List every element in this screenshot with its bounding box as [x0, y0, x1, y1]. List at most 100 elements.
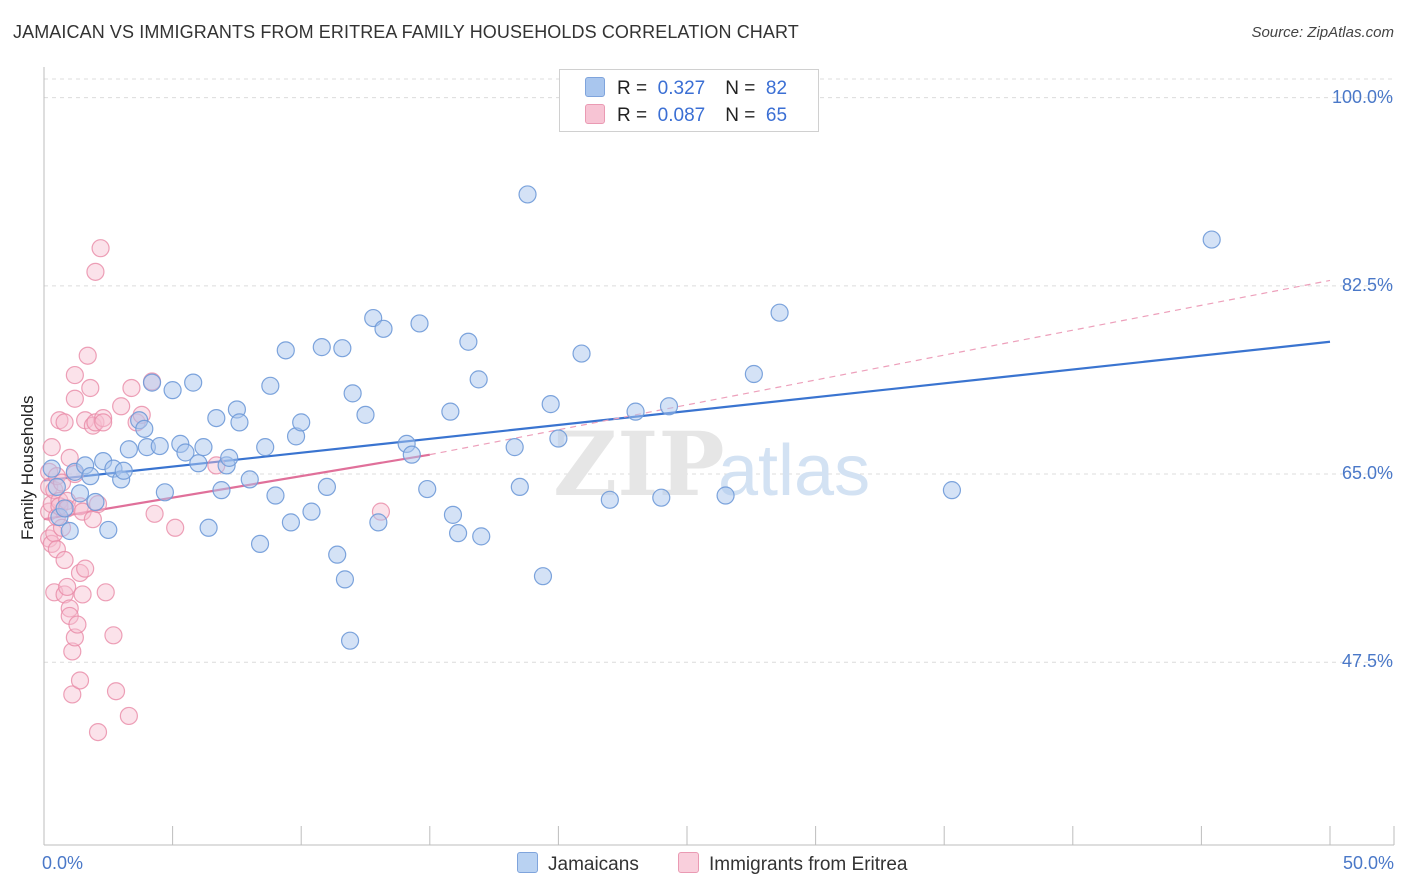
point-eritrea: [91, 239, 110, 258]
point-jamaicans: [505, 438, 524, 457]
source-label: Source: ZipAtlas.com: [1251, 24, 1394, 41]
legend-swatch-blue: [585, 77, 605, 97]
trend-line-eritrea-extension: [429, 279, 1331, 456]
point-eritrea: [63, 642, 82, 661]
point-eritrea: [104, 626, 123, 645]
point-jamaicans: [312, 338, 331, 357]
point-eritrea: [88, 722, 108, 742]
point-jamaicans: [266, 486, 285, 505]
point-jamaicans: [1202, 230, 1221, 249]
points-jamaicans: [42, 185, 1221, 650]
point-jamaicans: [335, 570, 355, 589]
point-jamaicans: [212, 481, 231, 500]
point-jamaicans: [81, 467, 100, 486]
point-jamaicans: [261, 376, 280, 395]
point-jamaicans: [119, 440, 138, 459]
point-jamaicans: [60, 521, 79, 541]
point-jamaicans: [600, 490, 619, 509]
point-jamaicans: [176, 443, 195, 462]
point-jamaicans: [240, 470, 259, 489]
point-jamaicans: [533, 567, 553, 586]
point-jamaicans: [155, 483, 174, 502]
bottom-swatch-blue: [517, 852, 538, 873]
point-jamaicans: [469, 370, 488, 389]
y-tick-label: 100.0%: [1331, 86, 1393, 107]
point-eritrea: [106, 682, 126, 701]
point-eritrea: [65, 389, 84, 408]
point-jamaicans: [163, 381, 182, 400]
point-jamaicans: [418, 479, 437, 499]
point-eritrea: [65, 365, 84, 385]
point-jamaicans: [302, 502, 321, 521]
point-jamaicans: [369, 513, 388, 532]
point-eritrea: [78, 346, 97, 365]
bottom-legend-eritrea: Immigrants from Eritrea: [678, 852, 907, 876]
point-jamaicans: [659, 397, 679, 416]
legend-row-jamaicans: R = 0.327 N = 82: [585, 77, 787, 100]
point-eritrea: [94, 408, 113, 428]
y-tick-label: 47.5%: [1341, 651, 1393, 672]
point-jamaicans: [942, 481, 962, 500]
legend-row-eritrea: R = 0.087 N = 65: [585, 104, 787, 127]
legend-r-label: R =: [617, 105, 648, 126]
point-jamaicans: [443, 505, 463, 524]
y-tick-label: 82.5%: [1341, 274, 1393, 295]
y-axis-label: Family Households: [18, 395, 37, 540]
point-jamaicans: [716, 486, 735, 505]
point-jamaicans: [518, 185, 537, 204]
point-jamaicans: [281, 513, 301, 532]
point-eritrea: [55, 550, 74, 570]
point-jamaicans: [194, 438, 213, 457]
point-jamaicans: [441, 402, 460, 421]
point-jamaicans: [256, 438, 275, 457]
legend-swatch-pink: [585, 104, 605, 124]
bottom-legend-jamaicans: Jamaicans: [517, 852, 639, 876]
bottom-legend-label: Jamaicans: [548, 854, 639, 875]
legend-r-label: R =: [617, 78, 648, 99]
point-jamaicans: [356, 405, 375, 424]
point-jamaicans: [142, 373, 162, 392]
y-tick-label: 65.0%: [1341, 463, 1393, 483]
point-jamaicans: [230, 413, 249, 432]
point-jamaicans: [328, 545, 347, 564]
chart-title: JAMAICAN VS IMMIGRANTS FROM ERITREA FAMI…: [13, 22, 799, 42]
bottom-legend-label: Immigrants from Eritrea: [709, 854, 908, 875]
point-eritrea: [81, 378, 100, 398]
point-eritrea: [122, 378, 141, 398]
point-jamaicans: [55, 499, 74, 518]
point-jamaicans: [340, 631, 360, 650]
point-jamaicans: [402, 445, 421, 464]
point-jamaicans: [572, 344, 591, 363]
point-jamaicans: [510, 477, 529, 497]
legend: R = 0.327 N = 82 R = 0.087 N = 65: [559, 69, 819, 132]
point-eritrea: [94, 413, 113, 432]
point-jamaicans: [317, 477, 337, 497]
point-eritrea: [112, 397, 131, 416]
point-eritrea: [42, 534, 61, 554]
point-eritrea: [63, 685, 82, 704]
point-jamaicans: [70, 484, 90, 503]
point-eritrea: [83, 416, 102, 435]
legend-n-label: N =: [725, 105, 756, 126]
point-jamaicans: [472, 527, 491, 546]
legend-n-value: 82: [765, 78, 788, 99]
legend-r-value: 0.087: [657, 105, 706, 126]
axes: [43, 67, 1395, 846]
point-eritrea: [42, 438, 61, 457]
point-jamaicans: [47, 477, 66, 497]
x-tick-min: 0.0%: [42, 853, 84, 873]
grid-lines: [44, 78, 1394, 663]
point-eritrea: [96, 583, 115, 602]
point-jamaicans: [150, 436, 169, 456]
point-jamaicans: [343, 384, 362, 403]
point-eritrea: [83, 510, 102, 529]
x-tick-max: 50.0%: [1342, 853, 1394, 873]
point-jamaicans: [220, 448, 239, 467]
point-eritrea: [86, 262, 105, 281]
legend-n-label: N =: [725, 78, 756, 99]
point-jamaicans: [42, 459, 61, 478]
point-jamaicans: [114, 461, 133, 480]
point-jamaicans: [744, 364, 763, 384]
point-jamaicans: [135, 419, 154, 438]
